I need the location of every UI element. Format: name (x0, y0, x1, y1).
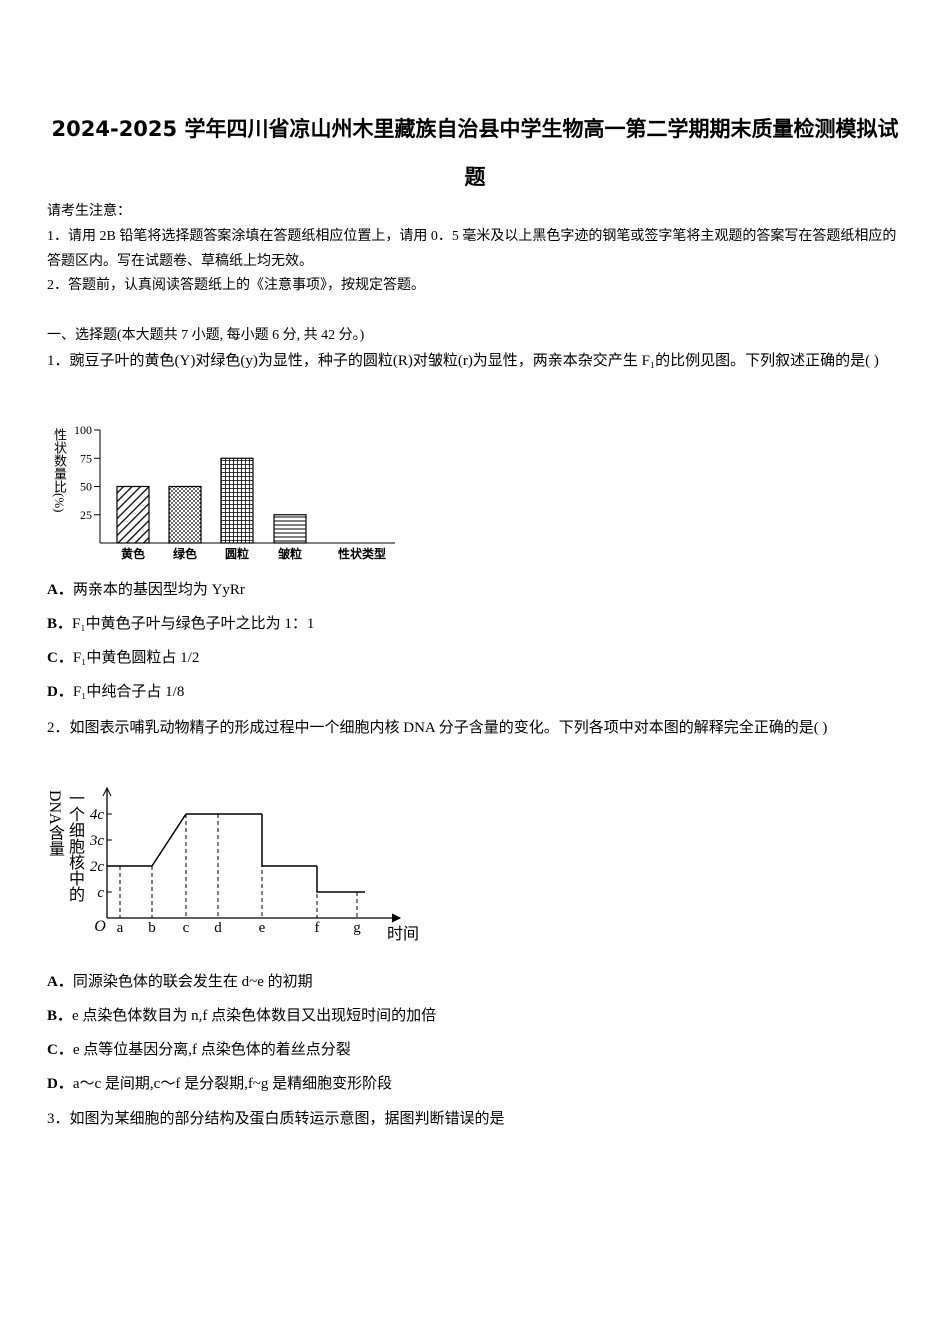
x-tick-label: 皱粒 (277, 546, 302, 561)
option-text: 同源染色体的联会发生在 d~e 的初期 (72, 974, 313, 990)
option-label: C． (47, 650, 73, 666)
question: 2．如图表示哺乳动物精子的形成过程中一个细胞内核 DNA 分子含量的变化。下列各… (47, 710, 902, 747)
x-axis-label: 时间 (387, 925, 419, 943)
option-label: D． (47, 684, 73, 700)
x-tick-label: c (183, 920, 190, 936)
option-text: F₁中黄色子叶与绿色子叶之比为 1：1 (72, 616, 315, 632)
origin-label: O (94, 918, 106, 935)
y-tick-label: 50 (80, 480, 92, 494)
y-tick-label: 4c (90, 807, 105, 823)
line-segment (316, 866, 357, 893)
x-tick-label: a (117, 920, 124, 936)
option-text: a～c 是间期,c～f 是分裂期,f~g 是精细胞变形阶段 (72, 1076, 393, 1092)
section-heading: 一、选择题(本大题共 7 小题, 每小题 6 分, 共 42 分。) (47, 328, 365, 343)
option-text: e 点染色体数目为 n,f 点染色体数目又出现短时间的加倍 (72, 1008, 437, 1024)
y-tick-label: 2c (90, 859, 105, 875)
x-axis-label: 性状类型 (337, 546, 386, 561)
option-text: 两亲本的基因型均为 YyRr (72, 582, 245, 598)
option-label: A． (47, 582, 73, 598)
x-arrow (391, 913, 402, 923)
y-tick-label: 25 (80, 508, 92, 522)
option: C．F₁中黄色圆粒占 1/2 (47, 646, 199, 671)
option-text: e 点等位基因分离,f 点染色体的着丝点分裂 (72, 1042, 351, 1058)
bar (116, 485, 150, 544)
x-tick-label: d (214, 920, 222, 936)
bar-chart: 25 50 75 100 黄色 绿色 圆粒 皱粒 性状类型 (74, 423, 395, 561)
y-tick-label: c (97, 885, 104, 901)
option-label: D． (47, 1076, 73, 1092)
option: A．同源染色体的联会发生在 d~e 的初期 (47, 970, 313, 995)
option: D．F₁中纯合子占 1/8 (47, 680, 184, 705)
y-arrow (102, 786, 112, 797)
x-tick-label: b (148, 920, 156, 936)
option: C．e 点等位基因分离,f 点染色体的着丝点分裂 (47, 1038, 351, 1063)
bar (273, 514, 307, 544)
bar (168, 485, 202, 544)
option-text: F₁中黄色圆粒占 1/2 (72, 650, 200, 666)
option: A．两亲本的基因型均为 YyRr (47, 578, 245, 603)
title: 2024-2025 学年四川省凉山州木里藏族自治县中学生物高一第二学期期末质量检… (51, 117, 899, 189)
question-text: 豌豆子叶的黄色(Y)对绿色(y)为显性，种子的圆粒(R)对皱粒(r)为显性，两亲… (69, 353, 879, 369)
option: B．F₁中黄色子叶与绿色子叶之比为 1：1 (47, 612, 314, 637)
question-number: 3． (47, 1111, 70, 1127)
line-segment (151, 813, 187, 867)
question: 3．如图为某细胞的部分结构及蛋白质转运示意图，据图判断错误的是 (47, 1101, 902, 1138)
question-text: 如图表示哺乳动物精子的形成过程中一个细胞内核 DNA 分子含量的变化。下列各项中… (69, 720, 828, 736)
option-label: B． (47, 616, 73, 632)
x-tick-label: 黄色 (121, 546, 145, 561)
y-tick-label: 3c (89, 833, 105, 849)
notice-item: 2．答题前，认真阅读答题纸上的《注意事项》，按规定答题。 (47, 278, 425, 293)
x-tick-label: f (315, 920, 320, 936)
option: B．e 点染色体数目为 n,f 点染色体数目又出现短时间的加倍 (47, 1004, 436, 1029)
option-text: F₁中纯合子占 1/8 (72, 684, 185, 700)
x-tick-label: g (353, 920, 361, 936)
question: 1．豌豆子叶的黄色(Y)对绿色(y)为显性，种子的圆粒(R)对皱粒(r)为显性，… (47, 343, 902, 380)
bar (220, 457, 254, 544)
x-tick-label: 圆粒 (225, 546, 249, 561)
question-number: 2． (47, 720, 70, 736)
x-tick-label: 绿色 (173, 546, 197, 561)
question-number: 1． (47, 353, 70, 369)
option-label: A． (47, 974, 73, 990)
option: D．a～c 是间期,c～f 是分裂期,f~g 是精细胞变形阶段 (47, 1072, 392, 1097)
x-tick-label: e (259, 920, 266, 936)
y-tick-label: 100 (74, 423, 92, 437)
line-segment (261, 814, 317, 867)
option-label: C． (47, 1042, 73, 1058)
y-axis-label: 一个细胞核中的DNA含量 (46, 790, 83, 902)
notice-item: 1．请用 2B 铅笔将选择题答案涂填在答题纸相应位置上，请用 0．5 毫米及以上… (47, 229, 897, 269)
question-text: 如图为某细胞的部分结构及蛋白质转运示意图，据图判断错误的是 (69, 1111, 505, 1127)
y-axis-label: 性状数量比(%) (52, 428, 67, 513)
y-tick-label: 75 (80, 451, 92, 465)
line-chart: O 时间 c 2c 3c 4c a b c d e f g (89, 786, 419, 943)
notice-heading: 请考生注意： (47, 204, 131, 219)
option-label: B． (47, 1008, 73, 1024)
